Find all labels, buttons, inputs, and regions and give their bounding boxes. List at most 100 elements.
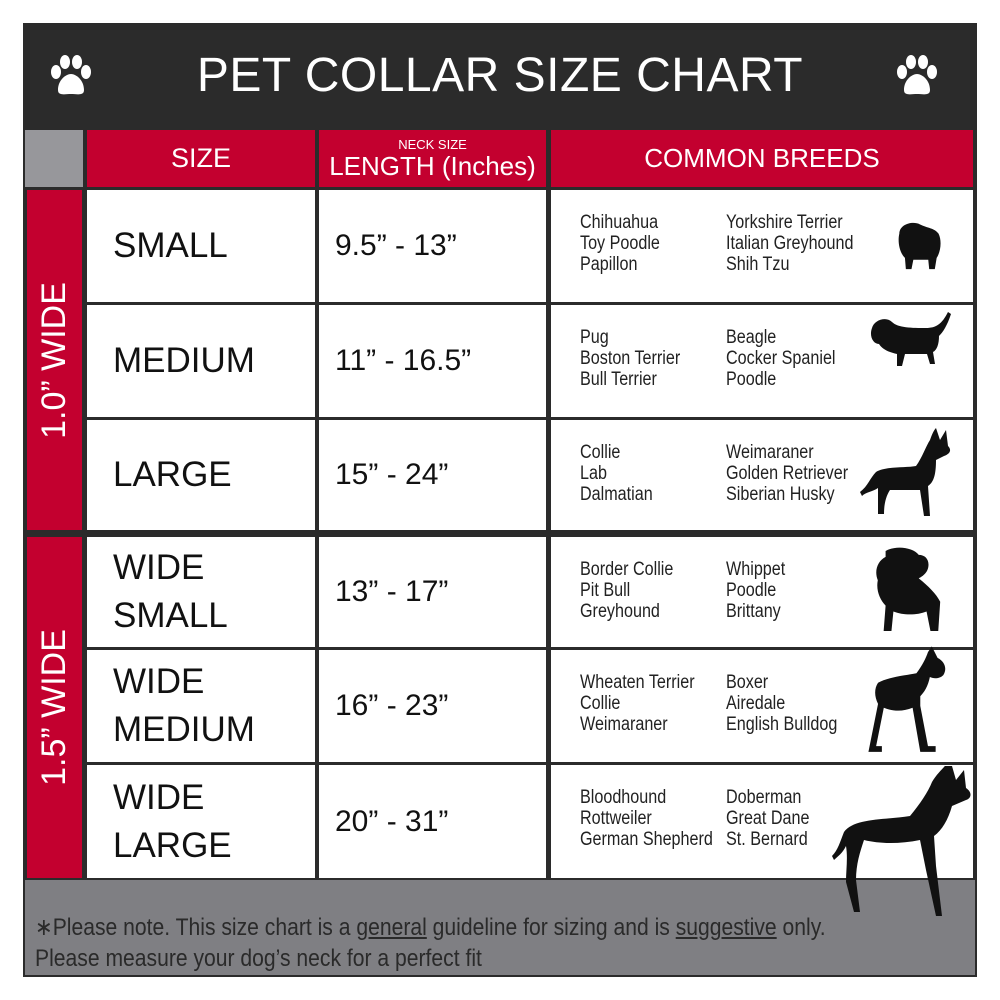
breed-list: Weimaraner Golden Retriever Siberian Husky <box>726 442 870 505</box>
breed-name: Rottweiler <box>580 808 652 829</box>
group-label: 1.5” WIDE <box>35 629 73 786</box>
size-cell: WIDE LARGE <box>87 765 315 878</box>
breed-name: Greyhound <box>580 601 660 622</box>
breed-name: Cocker Spaniel <box>726 348 836 369</box>
breed-name: Poodle <box>726 580 777 601</box>
shepherd-dog-icon <box>856 424 956 529</box>
breed-list: Pug Boston Terrier Bull Terrier <box>580 327 698 390</box>
breed-name: Poodle <box>726 369 777 390</box>
header-neck-size-label: NECK SIZE <box>398 136 467 152</box>
breed-name: Beagle <box>726 327 777 348</box>
header-breeds-label: COMMON BREEDS <box>644 143 880 173</box>
breed-name: Chihuahua <box>580 212 659 233</box>
group-label: 1.0” WIDE <box>35 281 73 439</box>
group-2-label: 1.5” WIDE <box>27 537 82 878</box>
size-cell: SMALL <box>87 190 315 302</box>
size-label: LARGE <box>113 455 232 494</box>
breed-name: Dalmatian <box>580 484 653 505</box>
note-line-2: Please measure your dog’s neck for a per… <box>35 945 482 972</box>
title-bar: PET COLLAR SIZE CHART <box>23 23 977 128</box>
breed-name: Siberian Husky <box>726 484 835 505</box>
breed-name: Collie <box>580 442 621 463</box>
footer-note: ∗Please note. This size chart is a gener… <box>25 880 975 975</box>
breed-name: Pug <box>580 327 609 348</box>
pitbull-icon <box>855 643 951 766</box>
breed-list: Boxer Airedale English Bulldog <box>726 672 857 735</box>
breed-list: Yorkshire Terrier Italian Greyhound Shih T… <box>726 212 876 275</box>
size-cell: LARGE <box>87 420 315 530</box>
group-1-label: 1.0” WIDE <box>27 190 82 530</box>
note-underline: general <box>356 914 427 941</box>
breed-list: Border Collie Pit Bull Greyhound <box>580 559 690 622</box>
breed-name: German Shepherd <box>580 829 713 850</box>
length-cell: 15” - 24” <box>319 420 546 530</box>
breed-name: Yorkshire Terrier <box>726 212 843 233</box>
breed-name: Whippet <box>726 559 786 580</box>
length-cell: 16” - 23” <box>319 650 546 762</box>
bulldog-icon <box>870 547 948 640</box>
paw-icon <box>51 55 91 95</box>
breed-name: St. Bernard <box>726 829 808 850</box>
breed-name: Boxer <box>726 672 769 693</box>
note-underline: suggestive <box>675 914 777 941</box>
corner-cell <box>25 130 83 187</box>
breed-name: Bull Terrier <box>580 369 657 390</box>
size-label: WIDE LARGE <box>113 777 232 865</box>
asterisk: ∗ <box>35 914 53 941</box>
breed-name: Doberman <box>726 787 802 808</box>
size-label: MEDIUM <box>113 341 255 380</box>
breed-list: Beagle Cocker Spaniel Poodle <box>726 327 855 390</box>
note-text: guideline for sizing and is <box>426 914 670 941</box>
breed-name: Papillon <box>580 254 638 275</box>
length-value: 13” - 17” <box>335 575 449 608</box>
breed-name: Weimaraner <box>726 442 814 463</box>
length-cell: 13” - 17” <box>319 537 546 647</box>
breed-list: Whippet Poodle Brittany <box>726 559 796 622</box>
breed-name: Lab <box>580 463 607 484</box>
header-breeds: COMMON BREEDS <box>551 130 973 187</box>
breed-name: Pit Bull <box>580 580 631 601</box>
page-title: PET COLLAR SIZE CHART <box>196 49 804 102</box>
header-length-label: LENGTH (Inches) <box>329 150 536 181</box>
breed-list: Bloodhound Rottweiler German Shepherd <box>580 787 736 850</box>
length-cell: 9.5” - 13” <box>319 190 546 302</box>
breed-name: Airedale <box>726 693 786 714</box>
breed-list: Collie Lab Dalmatian <box>580 442 666 505</box>
size-label: WIDE MEDIUM <box>113 662 255 749</box>
note-text: only. <box>776 914 826 941</box>
paw-icon <box>897 55 937 95</box>
breed-list: Doberman Great Dane St. Bernard <box>726 787 824 850</box>
length-value: 16” - 23” <box>335 689 449 722</box>
size-label: WIDE SMALL <box>113 548 228 635</box>
breed-name: Great Dane <box>726 808 810 829</box>
breed-name: Golden Retriever <box>726 463 849 484</box>
breed-name: English Bulldog <box>726 714 838 735</box>
length-cell: 20” - 31” <box>319 765 546 878</box>
length-value: 9.5” - 13” <box>335 229 457 262</box>
breed-name: Weimaraner <box>580 714 668 735</box>
breed-name: Collie <box>580 693 621 714</box>
header-size: SIZE <box>87 130 315 187</box>
header-size-label: SIZE <box>170 143 231 173</box>
breed-name: Boston Terrier <box>580 348 681 369</box>
breed-name: Brittany <box>726 601 781 622</box>
size-cell: WIDE SMALL <box>87 537 315 647</box>
dachshund-icon <box>868 310 958 375</box>
breed-list: Chihuahua Toy Poodle Papillon <box>580 212 674 275</box>
breed-name: Wheaten Terrier <box>580 672 695 693</box>
note-text: Please note. This size chart is a <box>52 914 351 941</box>
breed-name: Bloodhound <box>580 787 667 808</box>
breed-name: Toy Poodle <box>580 233 660 254</box>
header-length: NECK SIZE LENGTH (Inches) <box>319 130 546 187</box>
size-cell: WIDE MEDIUM <box>87 650 315 762</box>
length-value: 11” - 16.5” <box>335 344 472 377</box>
length-cell: 11” - 16.5” <box>319 305 546 417</box>
length-value: 20” - 31” <box>335 804 449 838</box>
size-label: SMALL <box>113 226 228 265</box>
size-cell: MEDIUM <box>87 305 315 417</box>
breed-name: Italian Greyhound <box>726 233 854 254</box>
length-value: 15” - 24” <box>335 458 449 491</box>
small-dog-icon <box>890 215 946 276</box>
breed-name: Shih Tzu <box>726 254 790 275</box>
breed-name: Border Collie <box>580 559 674 580</box>
